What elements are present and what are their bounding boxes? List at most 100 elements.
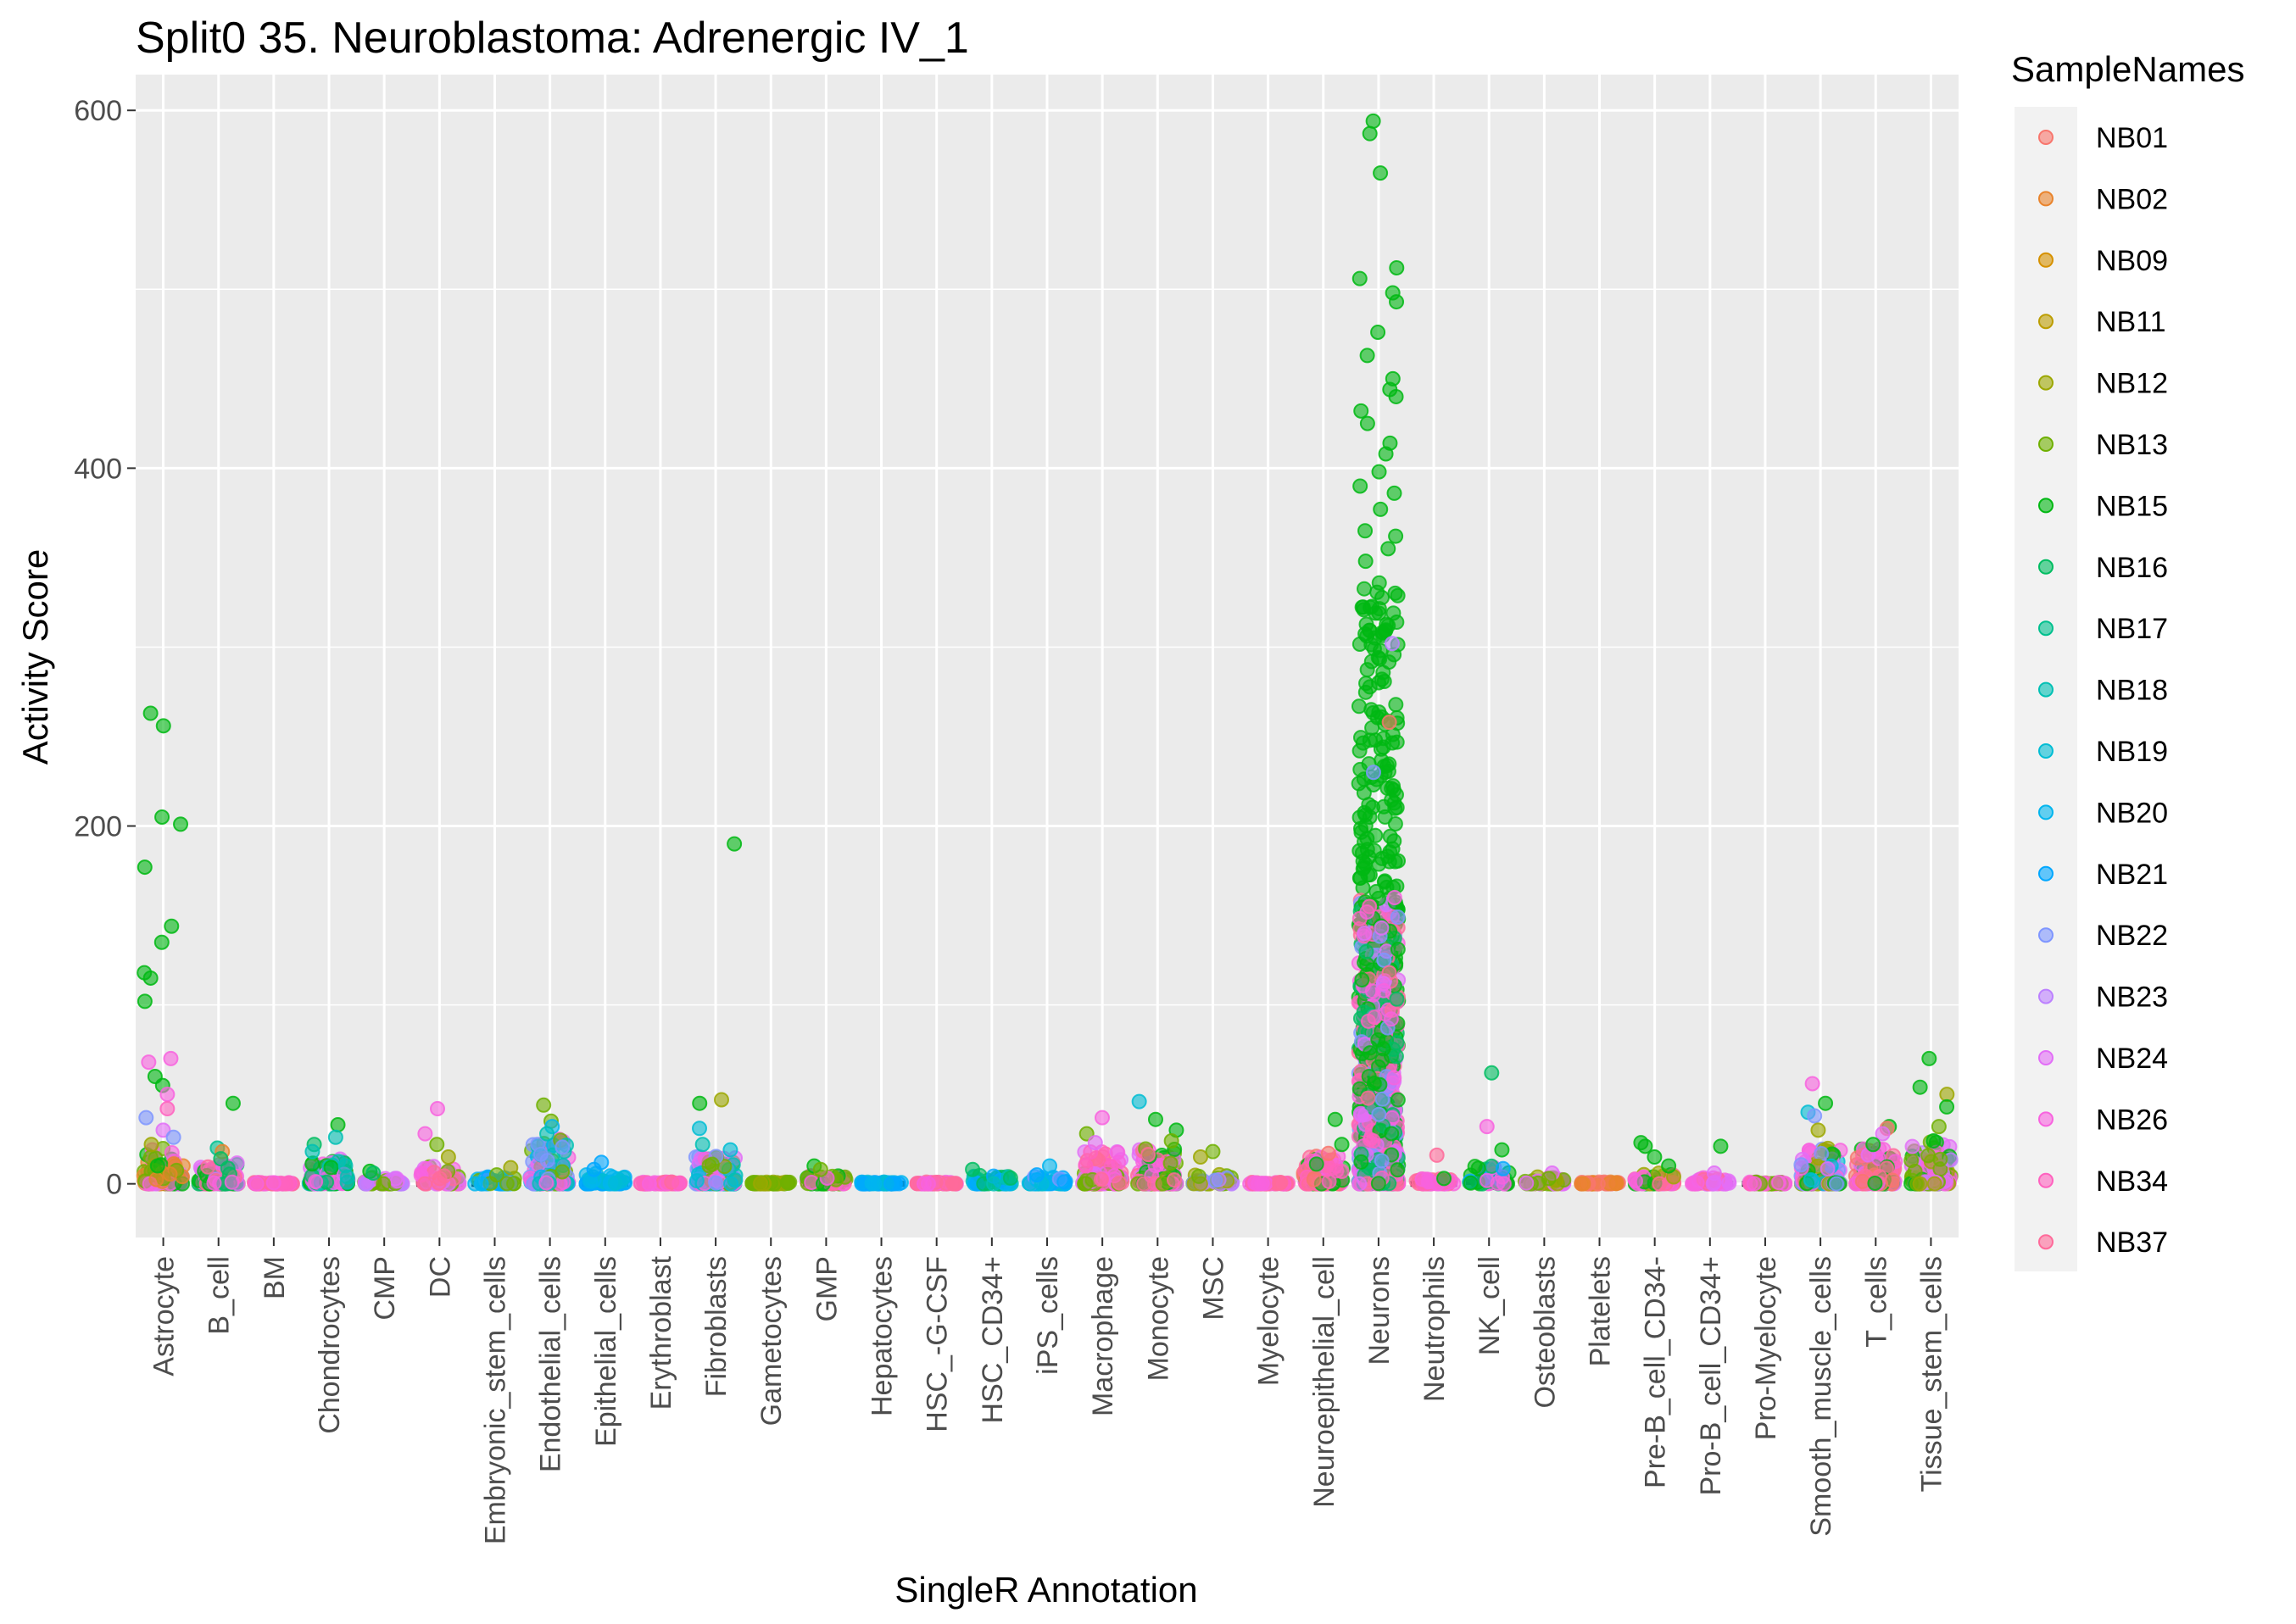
data-point — [1541, 1171, 1557, 1187]
data-point — [1925, 1133, 1942, 1149]
data-point — [1351, 870, 1368, 886]
data-point — [1829, 1176, 1845, 1192]
data-point — [1495, 1160, 1511, 1176]
data-point — [1190, 1168, 1207, 1184]
x-tick-label: Gametocytes — [755, 1256, 788, 1426]
data-point — [536, 1097, 552, 1113]
data-point — [1362, 1045, 1378, 1061]
data-point — [1362, 1132, 1378, 1148]
data-point — [1363, 637, 1379, 653]
data-point — [1926, 1176, 1942, 1192]
data-point — [1912, 1079, 1928, 1095]
data-point — [1867, 1175, 1883, 1191]
data-point — [672, 1176, 688, 1192]
data-point — [939, 1176, 955, 1192]
legend-label-nb02: NB02 — [2096, 183, 2168, 215]
data-point — [1939, 1087, 1955, 1103]
legend-key-nb18 — [2038, 681, 2054, 698]
data-point — [1590, 1176, 1606, 1192]
data-point — [1167, 1172, 1183, 1188]
x-tick-label: GMP — [811, 1256, 843, 1321]
data-point — [1574, 1176, 1590, 1192]
data-point — [1359, 956, 1375, 972]
x-tick-label: Chondrocytes — [314, 1256, 346, 1434]
data-point — [1362, 732, 1378, 748]
data-point — [1358, 943, 1374, 959]
data-point — [137, 859, 153, 876]
legend-title: SampleNames — [2011, 49, 2244, 89]
legend-label-nb22: NB22 — [2096, 920, 2168, 952]
data-point — [1327, 1111, 1343, 1127]
legend-label-nb01: NB01 — [2096, 122, 2168, 154]
data-point — [1373, 165, 1389, 181]
data-point — [1357, 834, 1373, 850]
data-point — [503, 1160, 519, 1176]
data-point — [1364, 720, 1380, 736]
legend-label-nb18: NB18 — [2096, 675, 2168, 707]
data-point — [1094, 1110, 1110, 1126]
data-point — [149, 1158, 165, 1174]
data-point — [1390, 942, 1406, 958]
data-point — [812, 1161, 828, 1177]
data-point — [164, 918, 180, 934]
data-point — [1388, 697, 1404, 713]
data-point — [1112, 1175, 1128, 1191]
data-point — [1357, 926, 1373, 942]
data-point — [1360, 1090, 1376, 1106]
data-point — [1479, 1119, 1495, 1135]
legend-label-nb37: NB37 — [2096, 1226, 2168, 1259]
x-tick-label: Pro-Myelocyte — [1750, 1256, 1782, 1440]
data-point — [1390, 1162, 1406, 1178]
legend-label-nb16: NB16 — [2096, 552, 2168, 584]
data-point — [1770, 1175, 1786, 1191]
data-point — [225, 1095, 241, 1111]
data-point — [1875, 1126, 1891, 1142]
x-tick-label: B_cell — [203, 1256, 236, 1335]
data-point — [1353, 1107, 1369, 1123]
data-point — [327, 1129, 343, 1145]
data-point — [1357, 581, 1373, 597]
legend-key-nb22 — [2038, 927, 2054, 943]
y-tick-label: 200 — [74, 811, 122, 843]
data-point — [1192, 1149, 1208, 1165]
data-point — [1429, 1147, 1445, 1163]
data-point — [159, 1101, 176, 1117]
x-tick-label: Erythroblast — [645, 1255, 677, 1410]
data-point — [1380, 541, 1396, 557]
data-point — [1904, 1138, 1920, 1154]
data-point — [142, 705, 159, 721]
data-point — [753, 1176, 769, 1192]
data-point — [1362, 125, 1378, 142]
data-point — [1804, 1076, 1820, 1092]
data-point — [1820, 1160, 1836, 1176]
data-point — [1389, 991, 1405, 1007]
x-tick-label: BM — [259, 1256, 291, 1299]
x-axis-title: SingleR Annotation — [894, 1570, 1197, 1610]
data-point — [417, 1126, 433, 1142]
legend-label-nb24: NB24 — [2096, 1043, 2168, 1075]
data-point — [1087, 1135, 1103, 1151]
data-point — [339, 1174, 355, 1190]
data-point — [1147, 1111, 1163, 1127]
legend-key-nb15 — [2038, 498, 2054, 514]
data-point — [432, 1171, 448, 1187]
data-point — [1377, 809, 1393, 825]
data-point — [1272, 1175, 1288, 1191]
data-point — [1359, 348, 1375, 364]
data-point — [1931, 1119, 1947, 1135]
legend-key-nb34 — [2038, 1172, 2054, 1188]
data-point — [1385, 782, 1402, 798]
data-point — [1362, 898, 1378, 915]
data-point — [224, 1174, 240, 1190]
data-point — [1907, 1163, 1923, 1179]
data-point — [1390, 1092, 1406, 1108]
data-point — [1356, 602, 1372, 618]
data-point — [1807, 1108, 1823, 1124]
data-point — [1627, 1173, 1643, 1189]
x-tick-label: Embryonic_stem_cells — [479, 1256, 511, 1544]
y-tick-label: 0 — [106, 1169, 122, 1201]
data-point — [1370, 324, 1386, 340]
legend-label-nb20: NB20 — [2096, 797, 2168, 829]
data-point — [440, 1149, 456, 1165]
legend-key-nb19 — [2038, 743, 2054, 759]
